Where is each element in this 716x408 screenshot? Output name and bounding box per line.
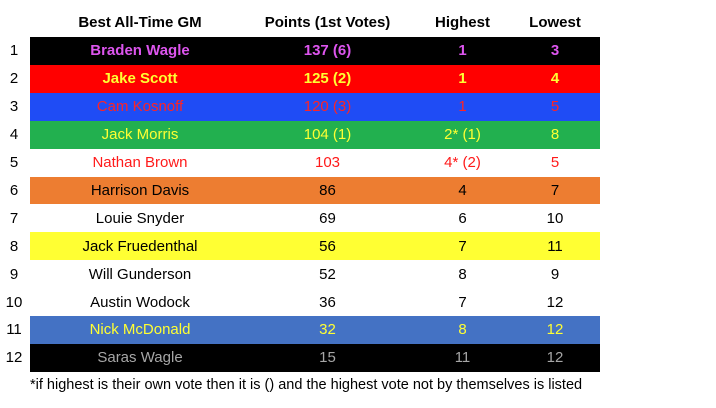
table-row: 4 Jack Morris 104 (1) 2* (1) 8 [0,120,600,149]
table-cell: Will Gunderson [88,265,192,283]
table-cell: 4* (2) [444,154,481,172]
table-row: 7 Louie Snyder 69 6 10 [0,204,600,233]
header-cell: Highest [434,13,490,31]
header-cell: Best All-Time GM [78,13,202,31]
table-cell: 8 [458,321,467,339]
table-cell: Saras Wagle [97,349,183,367]
row-band [30,64,600,93]
rank-cell: 8 [9,237,19,255]
table-cell: 52 [319,265,336,283]
table-cell: 12 [546,321,564,339]
table-cell: 120 (3) [303,98,352,116]
table-row: 8 Jack Fruedenthal 56 7 11 [0,232,600,261]
header-cell: Points (1st Votes) [264,13,391,31]
table-row: 12 Saras Wagle 15 11 12 [0,343,600,372]
table-cell: 11 [547,237,563,255]
table-cell: 5 [550,98,560,116]
table-cell: 12 [546,293,564,311]
table-cell: 8 [550,126,560,144]
row-band [30,232,600,261]
table-cell: Austin Wodock [90,293,190,311]
table-cell: 1 [458,42,467,60]
table-cell: 9 [550,265,560,283]
table-row: 6 Harrison Davis 86 4 7 [0,176,600,205]
row-band [30,92,600,121]
table-cell: 36 [319,293,336,311]
table-cell: 1 [458,98,467,116]
table-cell: Harrison Davis [90,181,190,199]
row-band [30,120,600,149]
table-cell: 10 [546,209,564,227]
table-cell: Braden Wagle [90,42,190,60]
row-band [30,148,600,177]
table-cell: 5 [550,154,560,172]
table-cell: 6 [458,209,467,227]
table-cell: 15 [319,349,336,367]
table-row: 2 Jake Scott 125 (2) 1 4 [0,64,600,93]
row-band [30,176,600,205]
table-cell: 32 [319,321,336,339]
rank-cell: 3 [9,98,19,116]
table-cell: 4 [550,70,560,88]
table-row: 5 Nathan Brown 103 4* (2) 5 [0,148,600,177]
table-row: 3 Cam Kosnoff 120 (3) 1 5 [0,92,600,121]
row-band [30,343,600,372]
row-band [30,204,600,233]
table-cell: 137 (6) [303,42,352,60]
table-cell: 103 [314,154,341,172]
table-cell: Nick McDonald [89,321,191,339]
table-cell: 7 [458,237,467,255]
rank-cell: 12 [5,349,23,367]
rank-cell: 1 [9,42,19,60]
table-cell: 12 [546,349,564,367]
table-cell: 7 [550,181,560,199]
table-row: 9 Will Gunderson 52 8 9 [0,260,600,289]
header-cell: Lowest [529,13,581,31]
rank-cell: 9 [9,265,19,283]
rank-cell: 11 [6,321,22,339]
rank-cell: 10 [5,293,23,311]
table-cell: 2* (1) [444,126,481,144]
rank-cell: 6 [9,181,19,199]
table-cell: 7 [458,293,467,311]
table-cell: 86 [319,181,336,199]
row-band [30,37,600,65]
table-cell: 4 [458,181,467,199]
row-band [30,316,600,344]
table-cell: 56 [319,237,336,255]
table-cell: Jack Fruedenthal [82,237,198,255]
table-cell: 11 [454,349,471,367]
table-row: 10 Austin Wodock 36 7 12 [0,288,600,316]
row-band [30,288,600,316]
table-cell: Jake Scott [102,70,178,88]
footnote: *if highest is their own vote then it is… [30,377,583,393]
table-row: 1 Braden Wagle 137 (6) 1 3 [0,37,600,65]
table-cell: Nathan Brown [92,154,188,172]
header-row: Best All-Time GM Points (1st Votes) Highes… [0,8,600,36]
table-cell: 125 (2) [303,70,352,88]
row-band [30,260,600,289]
rank-cell: 2 [9,70,19,88]
rank-cell: 4 [9,126,19,144]
table-cell: 69 [319,209,336,227]
table-cell: 1 [458,70,467,88]
table-cell: 104 (1) [303,126,352,144]
rank-cell: 7 [9,209,19,227]
table-cell: 8 [458,265,467,283]
rank-cell: 5 [9,154,19,172]
table-row: 11 Nick McDonald 32 8 12 [0,316,600,344]
table-cell: Louie Snyder [95,209,185,227]
table-cell: Jack Morris [101,126,179,144]
table-cell: Cam Kosnoff [96,98,184,116]
table-cell: 3 [550,42,560,60]
